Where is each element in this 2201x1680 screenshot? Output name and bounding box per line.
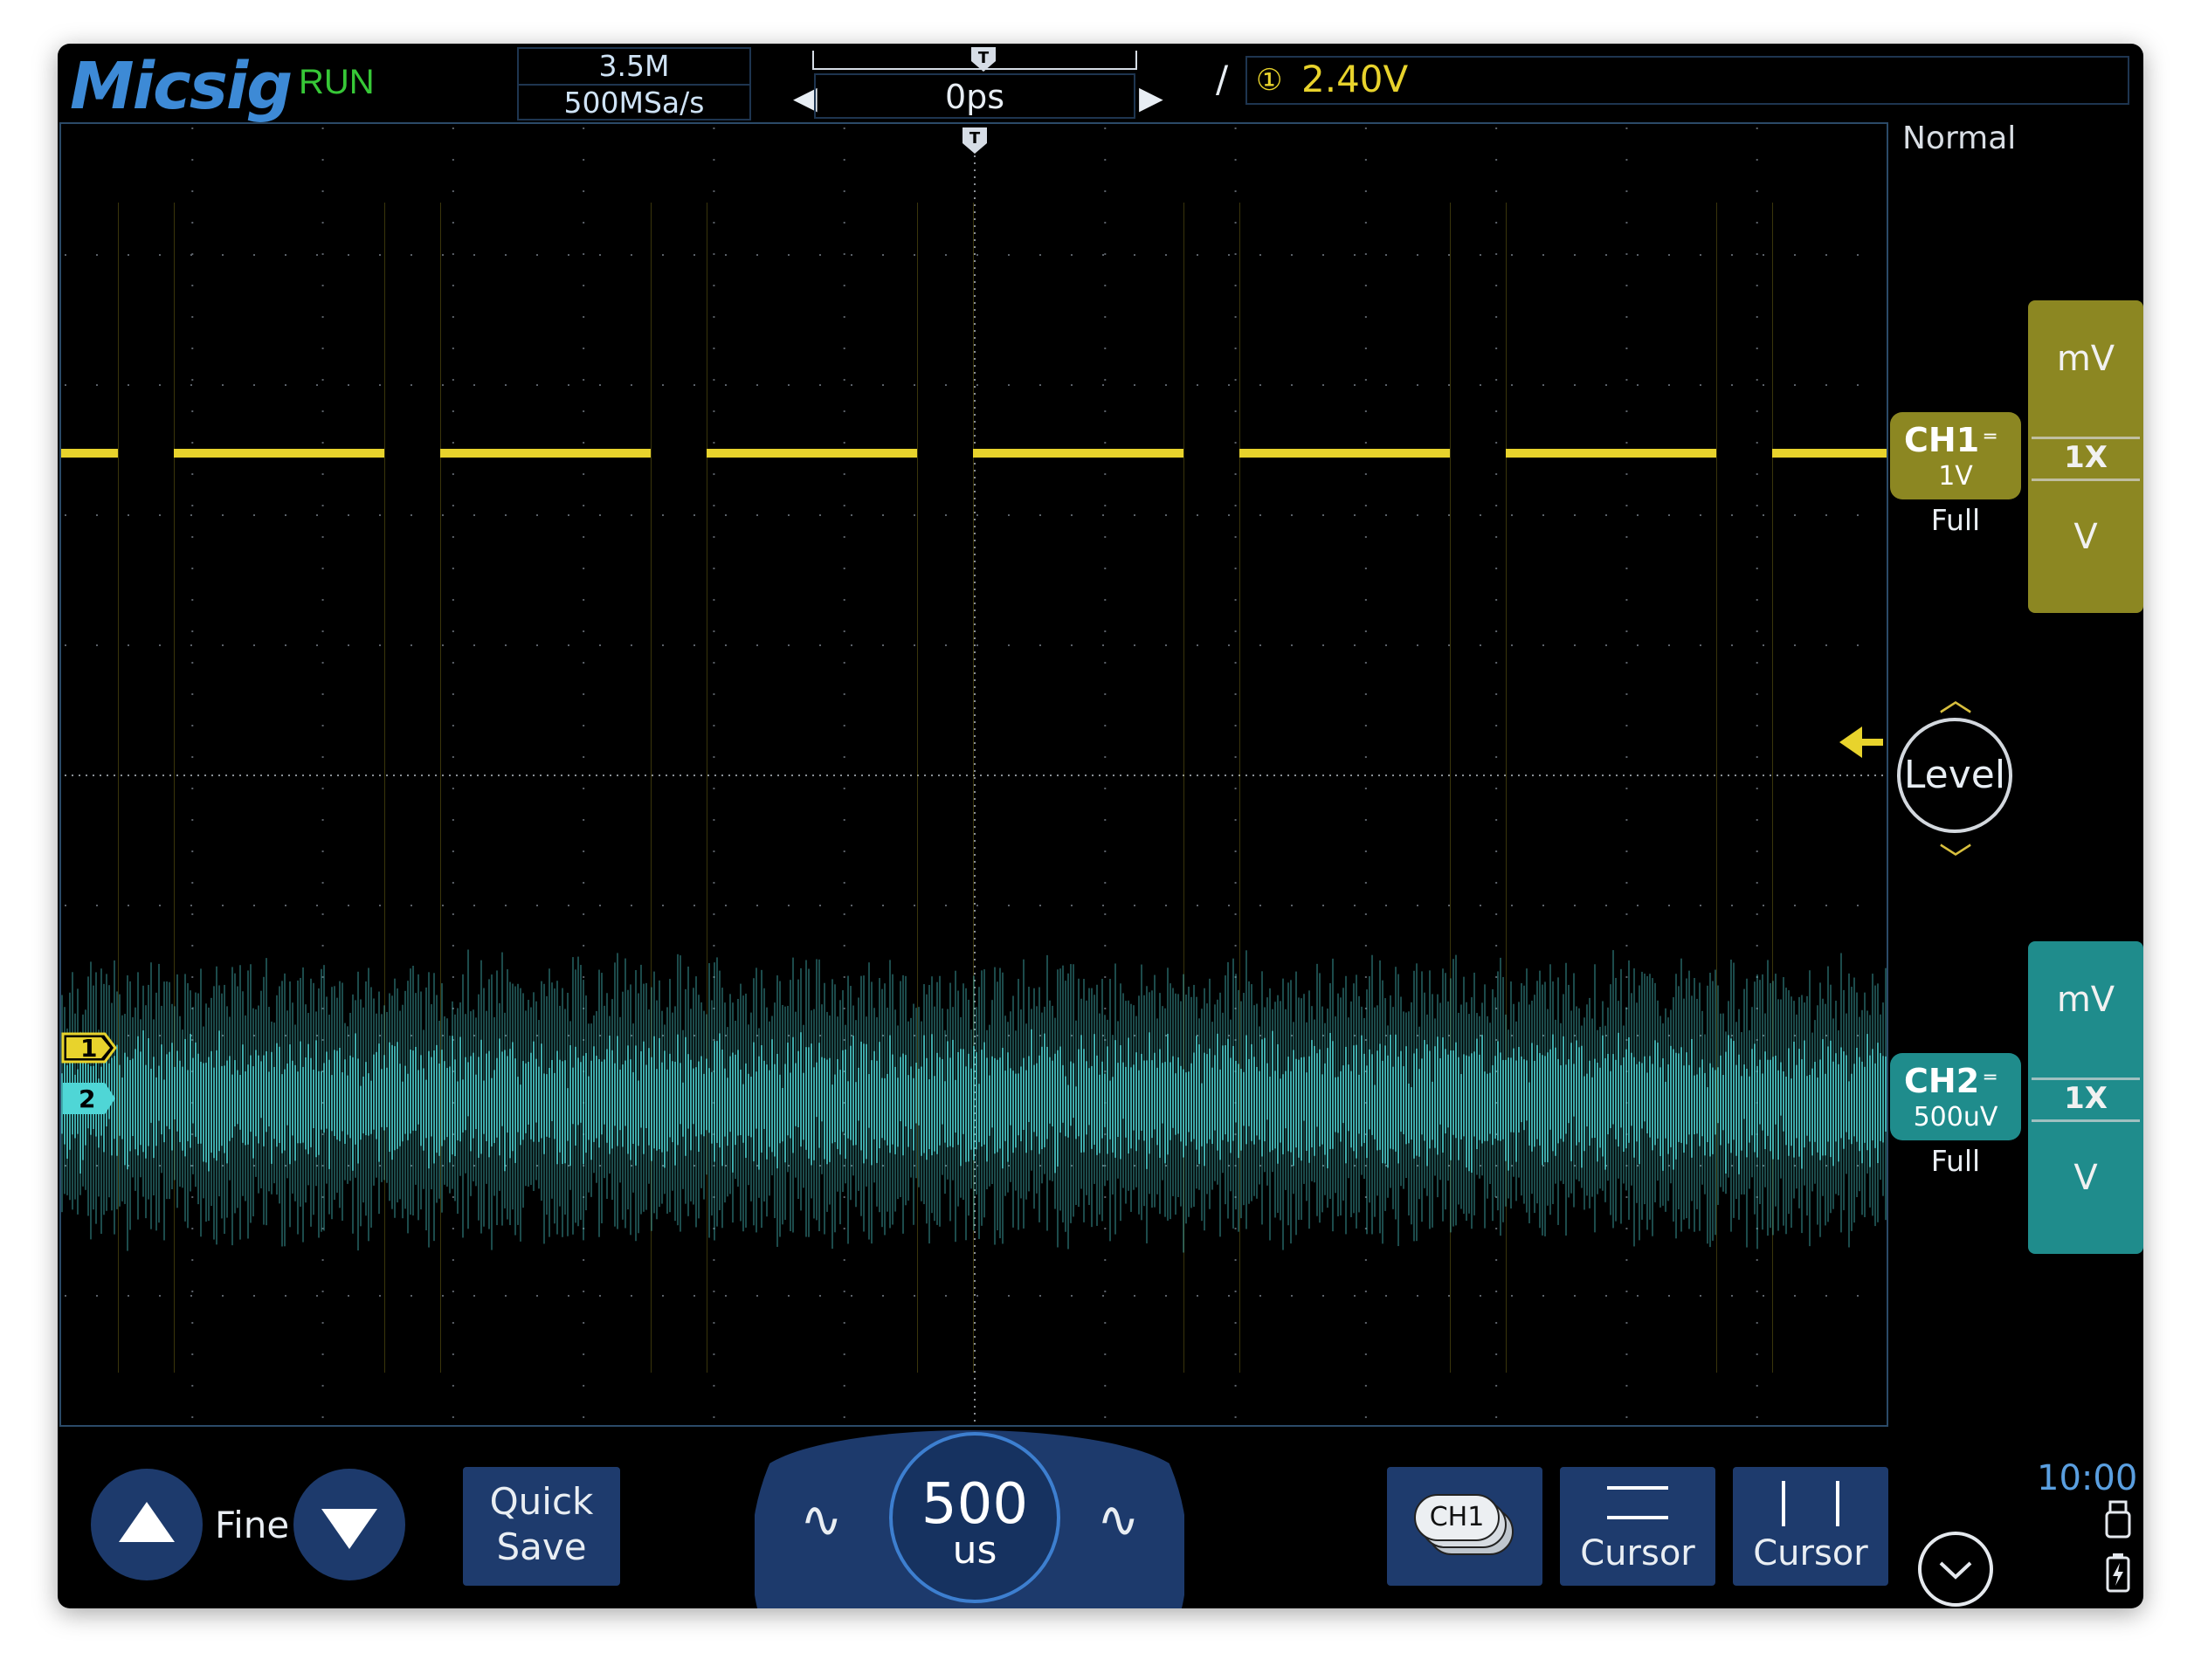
run-state[interactable]: RUN [299,63,375,101]
arrow-right-icon[interactable]: ▶ [1139,80,1163,116]
up-triangle-icon [119,1502,175,1542]
ch2-unit-mv[interactable]: mV [2056,980,2115,1020]
fine-down-button[interactable] [293,1469,405,1580]
trigger-source: ① [1256,63,1283,98]
chevron-down-icon [1939,1561,1972,1580]
divider [2032,437,2140,439]
ch1-marker-label: 1 [80,1034,97,1063]
svg-text:T: T [969,129,981,148]
ch1-bandwidth: Full [1930,503,1981,537]
ch2-bandwidth: Full [1930,1144,1981,1178]
oscilloscope-screen: Micsig RUN 3.5M 500MSa/s T ◀ 0ps ▶ / ① 2… [58,44,2143,1608]
divider [2032,1119,2140,1122]
ch1-probe-1x[interactable]: 1X [2064,440,2108,475]
usb-icon [2105,1500,2131,1539]
ch1-unit-v[interactable]: V [2073,517,2098,557]
divider [2032,1078,2140,1080]
trigger-level: 2.40V [1301,58,1409,100]
level-down-icon[interactable]: ﹀ [1939,841,1973,879]
trigger-position-marker: T [963,127,987,154]
memory-depth: 3.5M [519,49,749,86]
brand-logo: Micsig [70,49,293,124]
quick-save-line1: Quick [489,1480,594,1523]
horizontal-cursor-icon [1607,1486,1668,1519]
dc-coupling-icon: ═ [1984,1067,1997,1089]
level-knob[interactable]: Level [1897,718,2012,833]
timebase-unit: us [952,1528,997,1573]
ch1-unit-mv[interactable]: mV [2056,339,2115,379]
vertical-cursor-button[interactable]: Cursor [1733,1467,1888,1586]
collapse-menu-button[interactable] [1918,1532,1993,1607]
horizontal-position[interactable]: 0ps [814,73,1135,119]
ch1-button[interactable]: CH1 ═ 1V [1890,412,2021,499]
ch2-waveform [61,949,1887,1253]
trigger-info-box[interactable] [1245,56,2129,105]
channel-select-button[interactable]: CH1 [1387,1467,1542,1586]
level-arrow-icon [1839,726,1883,758]
horizontal-position-bracket [812,51,1137,70]
ch2-scale-panel[interactable]: mV 1X V [2028,941,2143,1254]
waveform-grid: T 1 2 [61,127,1887,1422]
quick-save-line2: Save [496,1525,587,1568]
acquisition-box[interactable]: 3.5M 500MSa/s [517,47,751,120]
quick-save-button[interactable]: Quick Save [463,1467,620,1586]
timebase-value: 500 [921,1472,1029,1537]
ch1-waveform [61,203,1887,1373]
down-triangle-icon [321,1509,377,1549]
channel-stack-icon [1414,1494,1514,1555]
ch1-scale-panel[interactable]: mV 1X V [2028,300,2143,613]
fine-up-button[interactable] [91,1469,203,1580]
level-up-icon[interactable]: ︿ [1939,680,1973,719]
waveform-display[interactable]: T 1 2 [59,122,1888,1427]
dc-coupling-icon: ═ [1984,426,1997,448]
divider [2032,479,2140,481]
ch2-probe-1x[interactable]: 1X [2064,1081,2108,1116]
channel-select-label: CH1 [1429,1502,1485,1532]
ch2-button[interactable]: CH2 ═ 500uV [1890,1053,2021,1140]
sine-icon[interactable]: ∿ [1097,1490,1140,1549]
ch1-ground-marker [61,1032,117,1064]
sine-icon[interactable]: ∿ [800,1490,843,1549]
battery-icon [2106,1553,2130,1593]
timebase-knob[interactable]: 500 us [889,1432,1060,1603]
ch2-volts-per-div: 500uV [1913,1102,1998,1133]
ch2-marker-label: 2 [79,1084,95,1113]
ch1-label: CH1 [1904,421,1980,459]
fine-label: Fine [215,1504,290,1546]
clock: 10:00 [2037,1458,2138,1498]
svg-text:T: T [978,49,990,67]
trigger-mode[interactable]: Normal [1902,120,2017,156]
rising-edge-icon: / [1216,58,1229,100]
vertical-cursor-label: Cursor [1753,1533,1868,1573]
horizontal-cursor-button[interactable]: Cursor [1560,1467,1715,1586]
ch2-ground-marker [63,1083,115,1114]
ch1-volts-per-div: 1V [1938,461,1973,492]
trigger-marker-icon: T [971,47,996,72]
ch2-unit-v[interactable]: V [2073,1158,2098,1198]
horizontal-cursor-label: Cursor [1580,1533,1695,1573]
sample-rate: 500MSa/s [563,86,705,120]
ch2-label: CH2 [1904,1062,1980,1100]
arrow-left-icon[interactable]: ◀ [793,80,818,116]
vertical-cursor-icon [1782,1481,1839,1526]
